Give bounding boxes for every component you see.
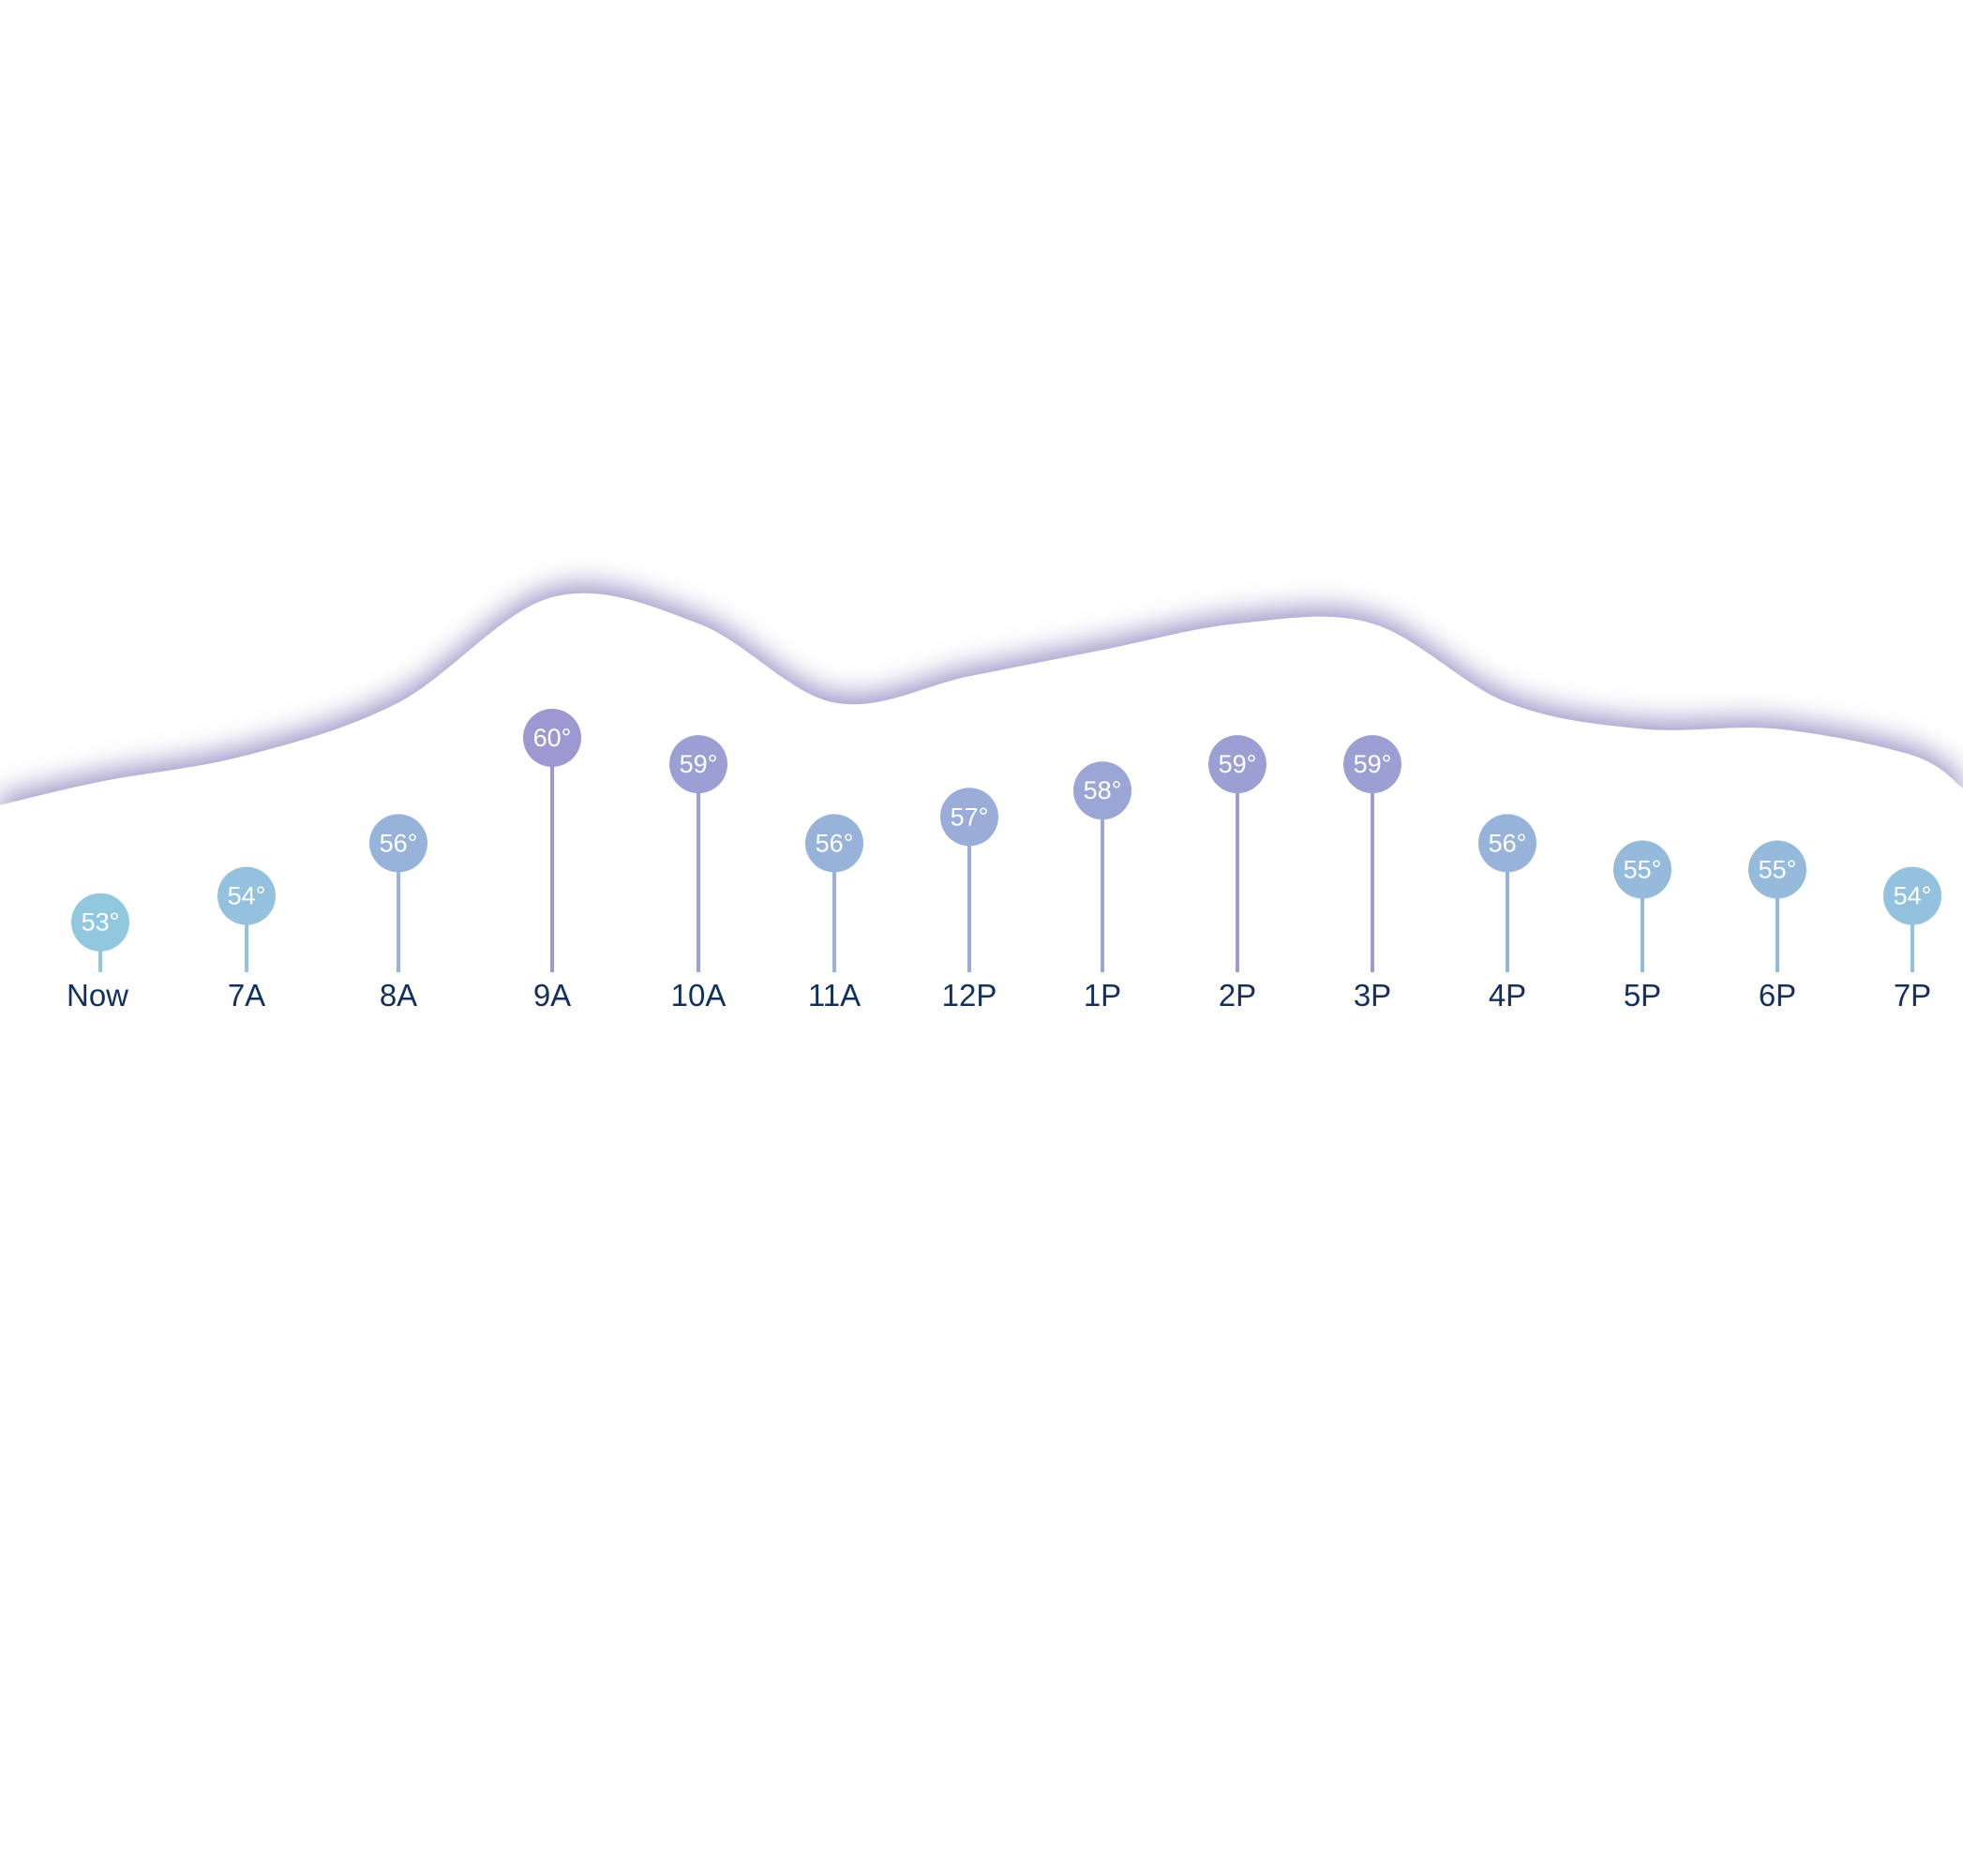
temperature-value-label: 54° [1894,882,1932,910]
time-label: 7A [228,978,265,1013]
temperature-value-label: 57° [951,803,989,831]
time-label: 10A [671,978,727,1013]
temperature-point: 56° [369,814,427,873]
time-label: 6P [1759,978,1796,1013]
temperature-point: 58° [1073,761,1131,820]
temperature-point: 53° [71,893,129,952]
time-labels: Now 7A 8A 9A 10A 11A 12P 1P 2P 3P 4P 5P 6P 7P [67,978,1931,1013]
temperature-point: 57° [940,788,998,847]
temperature-bubble [71,893,129,952]
temperature-bubble [1478,814,1536,873]
temperature-point: 54° [217,866,276,925]
temperature-band [0,583,1963,1876]
temperature-value-label: 56° [816,829,854,857]
time-label: 12P [942,978,997,1013]
temperature-bubble [940,788,998,847]
temperature-value-label: 59° [680,750,718,778]
temperature-value-label: 58° [1084,776,1122,804]
temperature-value-label: 55° [1624,856,1662,884]
temperature-bubble [217,866,276,925]
temperature-point: 55° [1613,840,1671,899]
temperature-point: 60° [523,709,581,767]
time-label: 5P [1624,978,1661,1013]
temperature-point: 56° [1478,814,1536,873]
time-label: Now [67,978,128,1013]
temperature-bubble [1343,735,1401,794]
temperature-bubble [1073,761,1131,820]
temperature-bubble [1748,840,1806,899]
temperature-value-label: 55° [1759,856,1797,884]
temperature-point: 59° [669,735,727,794]
temperature-point: 56° [805,814,863,873]
time-label: 11A [808,978,861,1013]
temperature-point: 59° [1208,735,1266,794]
chart-floor [0,938,1963,1876]
time-label: 8A [380,978,417,1013]
temperature-point: 54° [1883,866,1941,925]
temperature-value-label: 59° [1219,750,1257,778]
temperature-point: 59° [1343,735,1401,794]
temperature-value-label: 53° [82,908,120,937]
time-label: 7P [1894,978,1931,1013]
temperature-value-label: 56° [380,829,418,857]
temperature-bubble [1883,866,1941,925]
time-label: 2P [1219,978,1256,1013]
temperature-bubble [1208,735,1266,794]
time-label: 1P [1084,978,1121,1013]
temperature-value-label: 54° [228,882,266,910]
temperature-point: 55° [1748,840,1806,899]
temperature-bubble [805,814,863,873]
time-label: 4P [1489,978,1526,1013]
time-label: 9A [533,978,571,1013]
temperature-value-label: 60° [533,724,572,752]
temperature-bubble [523,709,581,767]
temperature-bubble [369,814,427,873]
temperature-value-label: 56° [1489,829,1527,857]
temperature-bubbles: 53° 54° 56° 60° 59° 56° 57° 58° 59° 59° 56° 55° 55° 5… [71,709,1941,952]
temperature-value-label: 59° [1354,750,1392,778]
time-label: 3P [1354,978,1391,1013]
temperature-bubble [669,735,727,794]
temperature-bubble [1613,840,1671,899]
